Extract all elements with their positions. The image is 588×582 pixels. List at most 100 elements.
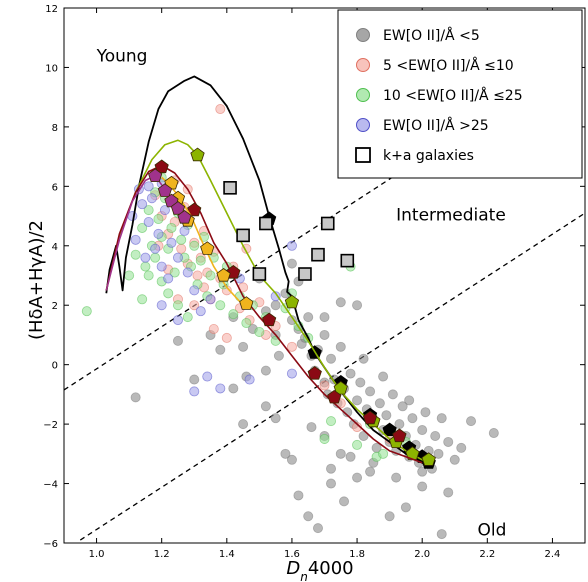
ka-galaxy-square <box>259 216 273 231</box>
x-tick-label: 1.2 <box>154 549 170 560</box>
data-point <box>355 377 366 388</box>
x-tick-label: 2.4 <box>544 549 560 560</box>
x-tick-label: 2.0 <box>414 549 430 560</box>
data-point <box>146 193 157 204</box>
ka-galaxy-square <box>252 267 267 281</box>
x-axis: 1.0 1.2 1.4 1.6 1.8 2.0 2.2 2.4 <box>89 8 560 560</box>
legend-label: k+a galaxies <box>383 148 474 164</box>
data-point <box>449 454 460 465</box>
data-point <box>456 442 467 453</box>
y-tick-label: 8 <box>52 123 58 134</box>
y-tick-label: 0 <box>52 361 58 372</box>
track-marker-black <box>382 422 397 437</box>
data-point <box>228 309 239 320</box>
data-point <box>176 234 187 245</box>
data-point <box>303 511 314 522</box>
ka-galaxy-markers <box>223 181 355 281</box>
y-tick-label: −2 <box>43 420 58 431</box>
data-point <box>280 448 291 459</box>
legend: EW[O II]/Å <5 5 <EW[O II]/Å ≤10 10 <EW[O I… <box>337 9 583 179</box>
data-point <box>137 294 148 305</box>
data-point <box>156 261 167 272</box>
data-point <box>352 439 363 450</box>
track-marker-maroon <box>307 366 322 380</box>
x-tick-label: 2.2 <box>479 549 495 560</box>
data-point <box>312 523 323 534</box>
data-point <box>466 416 477 427</box>
ka-galaxy-square <box>298 267 312 281</box>
data-point <box>374 398 385 409</box>
data-point <box>417 466 428 477</box>
data-point <box>182 312 193 323</box>
data-point <box>365 466 376 477</box>
data-point <box>143 216 154 227</box>
data-point <box>130 249 141 260</box>
data-point <box>189 386 200 397</box>
region-label: Intermediate <box>396 206 506 226</box>
data-point <box>319 312 330 323</box>
data-point <box>433 448 444 459</box>
data-point <box>143 181 154 192</box>
data-point <box>215 300 226 311</box>
data-point <box>273 350 284 361</box>
data-point <box>430 430 441 441</box>
legend-marker <box>355 147 371 163</box>
data-point <box>335 341 346 352</box>
data-point <box>436 529 447 540</box>
data-point <box>381 410 392 421</box>
data-point <box>306 422 317 433</box>
x-axis-title: Dn4000 <box>286 558 353 582</box>
track-marker-gold <box>239 296 254 310</box>
data-point <box>205 270 216 281</box>
data-point <box>182 267 193 278</box>
data-point <box>189 285 200 296</box>
data-point <box>326 463 337 474</box>
data-point <box>384 511 395 522</box>
data-point <box>228 383 239 394</box>
y-tick-label: 10 <box>45 63 58 74</box>
legend-marker <box>356 88 370 102</box>
data-point <box>335 448 346 459</box>
region-label: Young <box>96 47 148 67</box>
data-point <box>443 487 454 498</box>
data-point <box>358 353 369 364</box>
data-point <box>189 300 200 311</box>
data-point <box>156 300 167 311</box>
y-axis: −6 −4 −2 0 2 4 6 8 10 12 <box>43 4 585 550</box>
track-marker-magenta <box>157 183 173 197</box>
data-point <box>238 341 249 352</box>
y-tick-label: 6 <box>52 182 58 193</box>
data-point <box>443 436 454 447</box>
data-point <box>286 454 297 465</box>
data-point <box>286 315 297 326</box>
data-point <box>417 481 428 492</box>
data-point <box>326 416 337 427</box>
legend-box <box>337 9 583 179</box>
y-tick-label: 4 <box>52 242 58 253</box>
y-axis-title: (HδA+HγA)/2 <box>26 220 47 340</box>
data-point <box>166 222 177 233</box>
data-point <box>407 413 418 424</box>
data-point <box>163 273 174 284</box>
ka-galaxy-square <box>340 253 355 268</box>
data-point <box>339 496 350 507</box>
data-point <box>404 395 415 406</box>
data-point <box>270 335 281 346</box>
data-point <box>352 422 363 433</box>
legend-label: EW[O II]/Å >25 <box>383 117 489 134</box>
region-label: Old <box>478 521 507 541</box>
data-point <box>270 291 281 302</box>
data-point <box>352 395 363 406</box>
data-point <box>400 502 411 513</box>
ka-galaxy-square <box>311 247 325 262</box>
x-tick-label: 1.6 <box>284 549 300 560</box>
x-tick-label: 1.4 <box>219 549 235 560</box>
legend-marker <box>356 58 370 72</box>
track-marker-maroon <box>154 159 169 174</box>
track-marker-maroon <box>327 389 342 404</box>
data-point <box>488 428 499 439</box>
data-point <box>391 472 402 483</box>
data-point <box>286 341 297 352</box>
data-point <box>397 401 408 412</box>
data-point <box>81 306 92 317</box>
